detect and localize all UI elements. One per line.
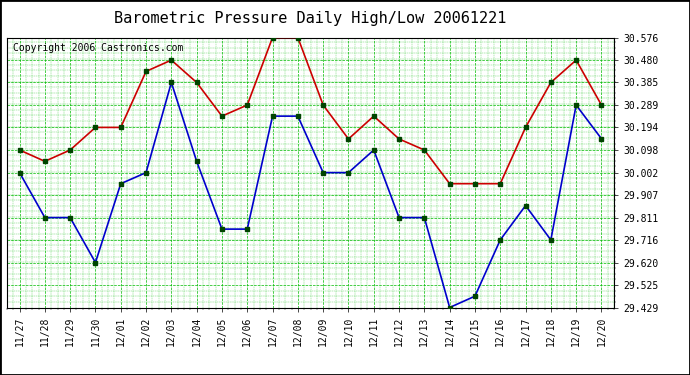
Text: Copyright 2006 Castronics.com: Copyright 2006 Castronics.com [13,43,184,53]
Text: Barometric Pressure Daily High/Low 20061221: Barometric Pressure Daily High/Low 20061… [115,11,506,26]
